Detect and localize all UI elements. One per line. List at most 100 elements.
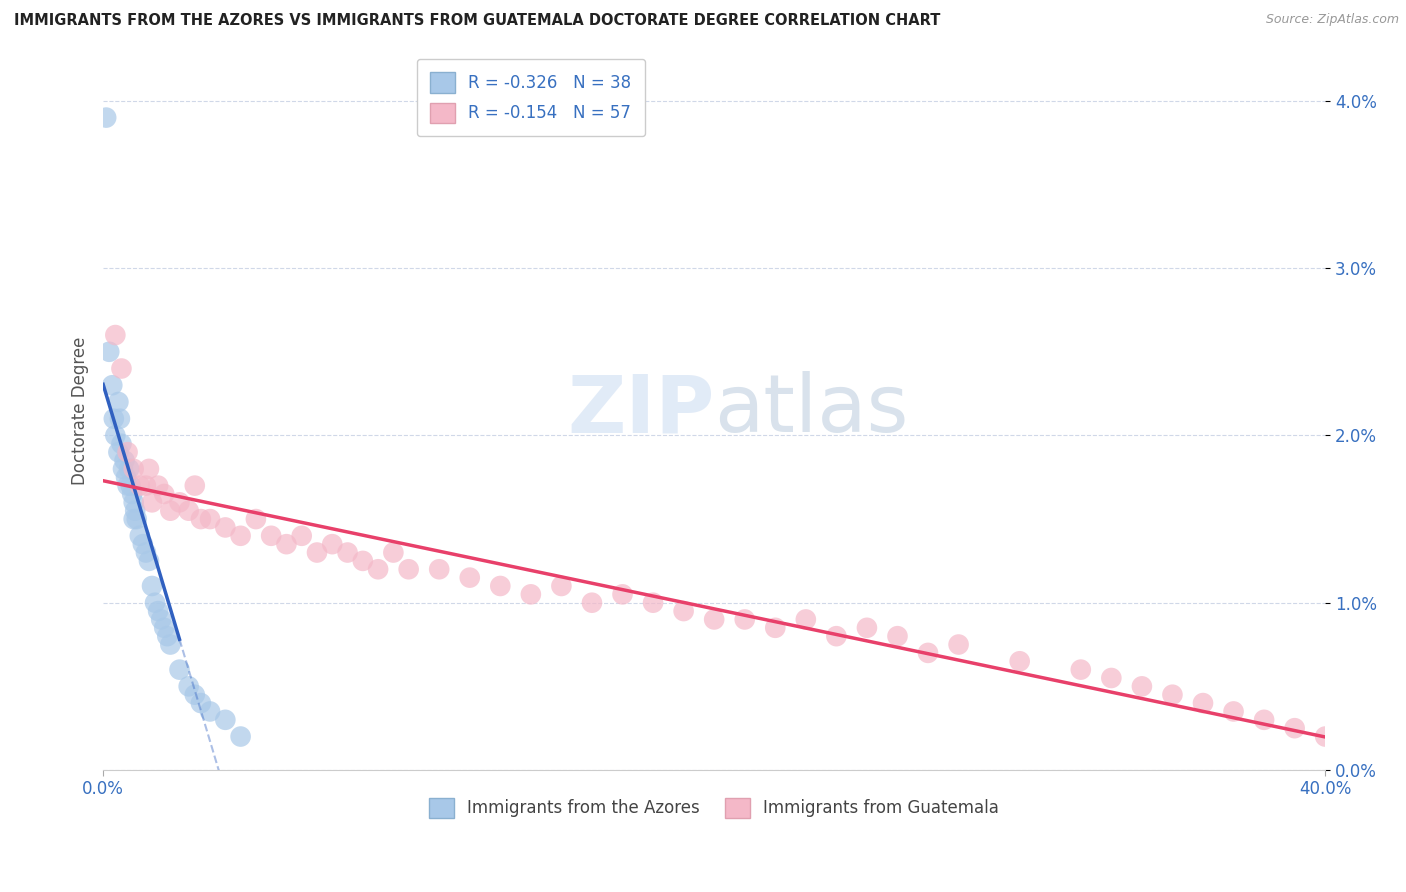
Point	[260, 529, 283, 543]
Point	[291, 529, 314, 543]
Point	[917, 646, 939, 660]
Text: atlas: atlas	[714, 371, 908, 450]
Point	[169, 663, 191, 677]
Point	[458, 571, 481, 585]
Point	[156, 629, 179, 643]
Point	[1008, 654, 1031, 668]
Point	[117, 478, 139, 492]
Point	[117, 445, 139, 459]
Point	[520, 587, 543, 601]
Point	[184, 478, 207, 492]
Point	[367, 562, 389, 576]
Point	[159, 638, 181, 652]
Point	[141, 579, 163, 593]
Point	[108, 411, 131, 425]
Point	[143, 596, 166, 610]
Point	[159, 504, 181, 518]
Point	[398, 562, 420, 576]
Point	[336, 545, 359, 559]
Point	[1315, 730, 1337, 744]
Point	[184, 688, 207, 702]
Point	[245, 512, 267, 526]
Point	[948, 638, 970, 652]
Point	[1192, 696, 1215, 710]
Point	[138, 554, 160, 568]
Point	[135, 545, 157, 559]
Point	[98, 344, 121, 359]
Point	[111, 462, 134, 476]
Point	[104, 328, 127, 343]
Point	[110, 361, 132, 376]
Point	[1222, 705, 1244, 719]
Point	[110, 437, 132, 451]
Point	[122, 495, 145, 509]
Point	[101, 378, 124, 392]
Text: ZIP: ZIP	[567, 371, 714, 450]
Point	[146, 478, 169, 492]
Point	[1284, 721, 1306, 735]
Point	[1253, 713, 1275, 727]
Point	[198, 512, 221, 526]
Point	[107, 445, 129, 459]
Y-axis label: Doctorate Degree: Doctorate Degree	[72, 336, 89, 484]
Point	[550, 579, 572, 593]
Legend: Immigrants from the Azores, Immigrants from Guatemala: Immigrants from the Azores, Immigrants f…	[420, 789, 1008, 826]
Point	[581, 596, 603, 610]
Point	[122, 512, 145, 526]
Point	[125, 512, 148, 526]
Point	[427, 562, 450, 576]
Point	[138, 462, 160, 476]
Point	[641, 596, 664, 610]
Point	[135, 478, 157, 492]
Point	[120, 478, 142, 492]
Point	[856, 621, 879, 635]
Point	[886, 629, 908, 643]
Point	[321, 537, 343, 551]
Point	[489, 579, 512, 593]
Point	[177, 679, 200, 693]
Point	[214, 520, 236, 534]
Point	[128, 478, 150, 492]
Point	[672, 604, 695, 618]
Point	[118, 462, 141, 476]
Point	[128, 529, 150, 543]
Point	[190, 696, 212, 710]
Point	[825, 629, 848, 643]
Point	[121, 487, 143, 501]
Point	[612, 587, 634, 601]
Point	[229, 730, 252, 744]
Point	[382, 545, 405, 559]
Point	[103, 411, 125, 425]
Point	[141, 495, 163, 509]
Point	[763, 621, 786, 635]
Point	[115, 470, 138, 484]
Point	[114, 453, 136, 467]
Point	[122, 462, 145, 476]
Point	[132, 537, 155, 551]
Point	[169, 495, 191, 509]
Point	[124, 504, 146, 518]
Point	[703, 612, 725, 626]
Point	[104, 428, 127, 442]
Point	[214, 713, 236, 727]
Point	[276, 537, 298, 551]
Point	[146, 604, 169, 618]
Point	[1099, 671, 1122, 685]
Point	[198, 705, 221, 719]
Text: Source: ZipAtlas.com: Source: ZipAtlas.com	[1265, 13, 1399, 27]
Point	[1130, 679, 1153, 693]
Point	[96, 111, 118, 125]
Point	[190, 512, 212, 526]
Point	[352, 554, 374, 568]
Point	[150, 612, 173, 626]
Point	[153, 621, 176, 635]
Point	[1070, 663, 1092, 677]
Point	[305, 545, 328, 559]
Point	[734, 612, 756, 626]
Point	[229, 529, 252, 543]
Point	[177, 504, 200, 518]
Text: IMMIGRANTS FROM THE AZORES VS IMMIGRANTS FROM GUATEMALA DOCTORATE DEGREE CORRELA: IMMIGRANTS FROM THE AZORES VS IMMIGRANTS…	[14, 13, 941, 29]
Point	[107, 395, 129, 409]
Point	[794, 612, 817, 626]
Point	[153, 487, 176, 501]
